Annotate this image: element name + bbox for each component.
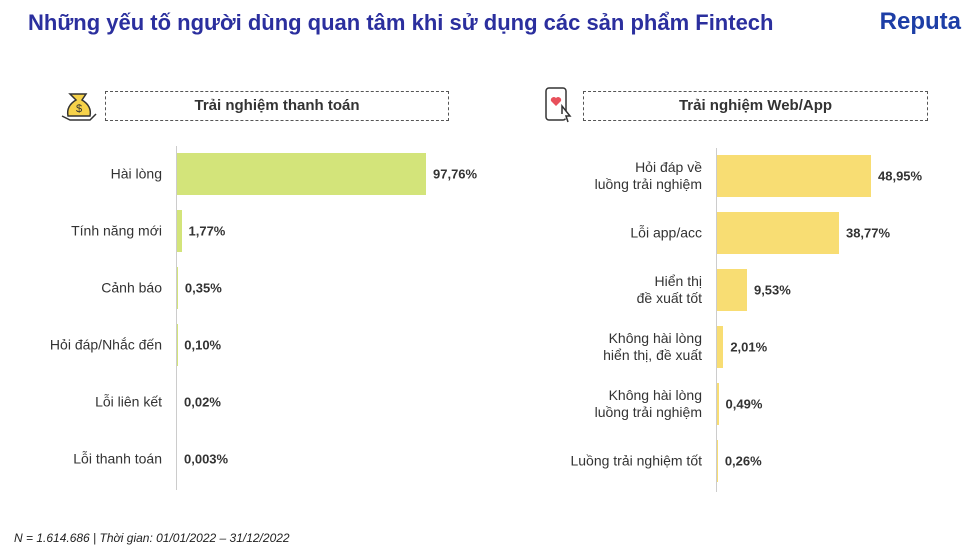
category-label: Tính năng mới xyxy=(71,222,162,239)
bar xyxy=(717,269,747,311)
page-title: Những yếu tố người dùng quan tâm khi sử … xyxy=(28,10,774,35)
value-label: 9,53% xyxy=(753,282,791,298)
app-icon xyxy=(545,87,572,123)
category-label: Không hài lòng luồng trải nghiệm xyxy=(594,387,702,420)
category-label: Lỗi app/acc xyxy=(630,224,702,241)
category-label: Hỏi đáp về luồng trải nghiệm xyxy=(594,159,702,192)
category-label: Luồng trải nghiệm tốt xyxy=(570,452,702,469)
category-label: Lỗi thanh toán xyxy=(73,450,162,467)
value-label: 38,77% xyxy=(845,225,891,241)
category-label: Lỗi liên kết xyxy=(95,393,162,410)
value-label: 1,77% xyxy=(188,223,226,239)
panel-title: Trải nghiệm thanh toán xyxy=(105,91,449,121)
logo: Reputa xyxy=(879,8,961,35)
value-label: 0,003% xyxy=(184,451,229,467)
value-label: 0,10% xyxy=(184,337,222,353)
bar xyxy=(717,212,839,254)
value-label: 2,01% xyxy=(730,339,768,355)
axis-line xyxy=(176,146,177,490)
value-label: 48,95% xyxy=(878,168,923,184)
value-label: 0,35% xyxy=(184,280,222,296)
bar xyxy=(717,383,719,425)
category-label: Cảnh báo xyxy=(101,279,162,296)
category-label: Không hài lòng hiển thị, đề xuất xyxy=(603,330,702,363)
footnote: N = 1.614.686 | Thời gian: 01/01/2022 – … xyxy=(14,531,290,545)
value-label: 97,76% xyxy=(433,166,478,182)
svg-text:$: $ xyxy=(76,103,82,115)
panel-title: Trải nghiệm Web/App xyxy=(583,91,928,121)
bar xyxy=(177,267,178,309)
bar xyxy=(717,326,724,368)
axis-line xyxy=(716,148,717,492)
value-label: 0,02% xyxy=(184,394,221,410)
value-label: 0,49% xyxy=(725,396,763,412)
category-label: Hài lòng xyxy=(110,165,162,182)
bar xyxy=(717,440,718,482)
category-label: Hỏi đáp/Nhắc đến xyxy=(49,336,162,353)
bar xyxy=(717,155,871,197)
bar xyxy=(177,210,182,252)
payment-icon: $ xyxy=(61,93,97,121)
value-label: 0,26% xyxy=(724,453,762,469)
bar xyxy=(177,153,426,195)
category-label: Hiển thị đề xuất tốt xyxy=(636,273,702,306)
